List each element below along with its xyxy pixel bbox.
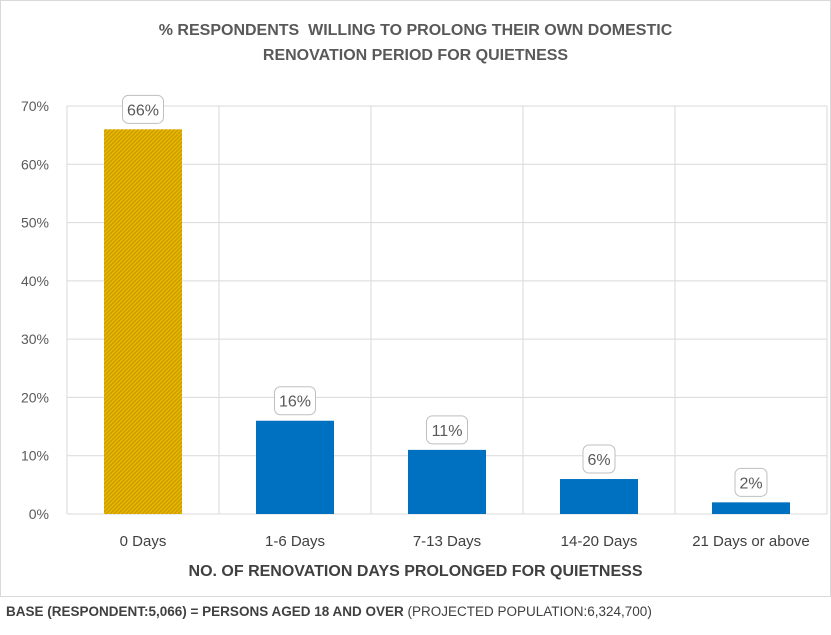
chart-title-line-2: RENOVATION PERIOD FOR QUIETNESS (262, 47, 569, 64)
data-label-box (734, 467, 768, 497)
x-tick-label: 0 Days (120, 533, 167, 550)
bar-1 (256, 420, 334, 514)
footer-note: BASE (RESPONDENT:5,066) = PERSONS AGED 1… (6, 604, 652, 619)
bar-4 (712, 502, 790, 514)
bar-0 (104, 129, 182, 515)
x-tick-label: 7-13 Days (413, 533, 481, 550)
y-tick-label: 0% (29, 506, 49, 522)
data-label-box (274, 386, 316, 416)
x-tick-label: 14-20 Days (561, 533, 638, 550)
data-label-box (582, 444, 616, 474)
data-label: 11% (432, 423, 463, 440)
footer-population-text: (PROJECTED POPULATION:6,324,700) (403, 604, 652, 619)
chart-title-line-1: % RESPONDENTS WILLING TO PROLONG THEIR O… (158, 22, 673, 39)
bar-chart: 0% 10% 20% 30% 40% 50% 60% 70% 66% 0 Days 16% 1-6 D… (21, 94, 828, 550)
x-tick-label: 1-6 Days (265, 533, 325, 550)
y-tick-label: 70% (21, 98, 49, 114)
bar-2 (408, 449, 486, 514)
x-axis-title: NO. OF RENOVATION DAYS PROLONGED FOR QUI… (188, 563, 643, 580)
data-label: 16% (279, 394, 311, 411)
y-tick-label: 60% (21, 156, 49, 172)
y-tick-label: 10% (21, 448, 49, 464)
data-label-box (122, 94, 164, 124)
data-label: 66% (127, 102, 159, 119)
x-tick-label: 21 Days or above (692, 533, 810, 550)
footer-base-text: BASE (RESPONDENT:5,066) = PERSONS AGED 1… (6, 604, 404, 619)
chart-title: % RESPONDENTS WILLING TO PROLONG THEIR O… (0, 18, 831, 68)
y-tick-label: 20% (21, 389, 49, 405)
y-tick-label: 30% (21, 331, 49, 347)
y-tick-label: 40% (21, 273, 49, 289)
y-tick-label: 50% (21, 215, 49, 231)
data-label: 2% (739, 475, 762, 492)
data-label-box (426, 415, 468, 445)
bar-3 (560, 479, 638, 514)
data-label: 6% (587, 452, 610, 469)
